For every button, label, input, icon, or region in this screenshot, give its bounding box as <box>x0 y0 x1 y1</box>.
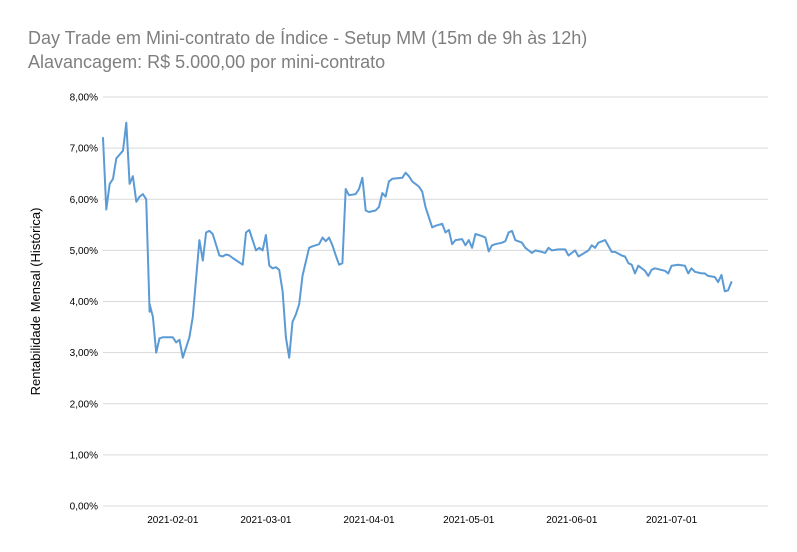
x-tick-label: 2021-05-01 <box>443 515 495 526</box>
y-tick-label: 0,00% <box>70 502 98 513</box>
x-axis-tick-labels: 2021-02-01 2021-03-01 2021-04-01 2021-05-01… <box>147 515 697 526</box>
y-axis-tick-labels: 0,00% 1,00% 2,00% 3,00% 4,00% 5,00% 6,00% 7,00%… <box>70 93 98 513</box>
x-tick-label: 2021-07-01 <box>646 515 698 526</box>
x-tick-label: 2021-04-01 <box>343 515 395 526</box>
y-axis-title: Rentabilidade Mensal (Histórica) <box>28 208 43 396</box>
series-lines <box>102 121 733 359</box>
x-tick-label: 2021-06-01 <box>546 515 598 526</box>
gridlines <box>103 96 768 456</box>
chart-title: Day Trade em Mini-contrato de Índice - S… <box>28 28 588 48</box>
y-tick-label: 1,00% <box>70 450 98 461</box>
y-tick-label: 6,00% <box>70 195 98 206</box>
y-tick-label: 2,00% <box>70 399 98 410</box>
y-tick-label: 8,00% <box>70 93 98 104</box>
chart-subtitle: Alavancagem: R$ 5.000,00 por mini-contra… <box>28 52 386 72</box>
chart-title-block: Day Trade em Mini-contrato de Índice - S… <box>28 26 587 74</box>
y-tick-label: 7,00% <box>70 144 98 155</box>
y-tick-label: 3,00% <box>70 348 98 359</box>
x-tick-label: 2021-02-01 <box>147 515 199 526</box>
y-tick-label: 5,00% <box>70 246 98 257</box>
x-tick-label: 2021-03-01 <box>240 515 292 526</box>
series-line <box>102 121 733 359</box>
y-tick-label: 4,00% <box>70 297 98 308</box>
